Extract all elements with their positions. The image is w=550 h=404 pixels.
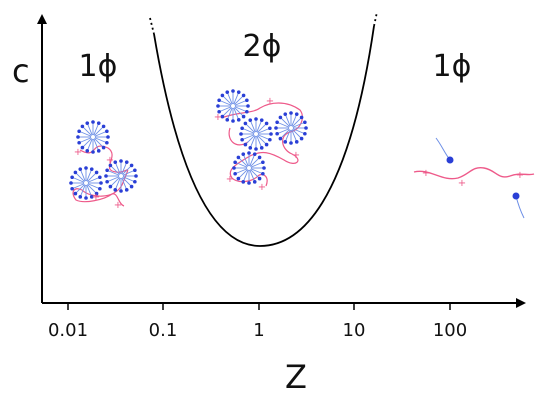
free-surfactant bbox=[435, 137, 454, 164]
charges-left: + + + + bbox=[74, 147, 122, 211]
phase-boundary-curve bbox=[153, 25, 375, 247]
polymer-charge: + bbox=[114, 200, 122, 211]
polymer-chain bbox=[72, 145, 129, 207]
surfactant-tail bbox=[515, 195, 525, 219]
polymer-charge: + bbox=[258, 182, 266, 193]
x-axis-label: Z bbox=[285, 358, 307, 396]
micelle bbox=[232, 151, 266, 185]
region-label-left: 1ϕ bbox=[79, 49, 118, 84]
micelle bbox=[239, 117, 273, 151]
micelles-left bbox=[69, 120, 138, 200]
region-label-right: 1ϕ bbox=[433, 49, 472, 84]
surfactant-head bbox=[512, 192, 520, 200]
micelle bbox=[274, 111, 308, 145]
phase-boundary-dotted-end bbox=[373, 11, 378, 27]
polymer-charge: + bbox=[458, 178, 466, 189]
polymer-charge: + bbox=[106, 155, 114, 166]
x-tick-marks bbox=[67, 303, 451, 310]
free-surfactant bbox=[512, 192, 525, 219]
micelle bbox=[76, 120, 110, 154]
region-label-middle: 2ϕ bbox=[243, 29, 282, 64]
micelle bbox=[216, 89, 250, 123]
micelles-middle bbox=[216, 89, 308, 185]
x-tick-label: 1 bbox=[253, 320, 264, 341]
surfactant-tail bbox=[435, 137, 451, 161]
charges-right: + + + bbox=[422, 168, 524, 189]
phase-boundary-dotted-end bbox=[149, 17, 155, 35]
x-tick-label: 0.01 bbox=[48, 320, 88, 341]
polymer-charge: + bbox=[516, 170, 524, 181]
polymer-charge: + bbox=[214, 112, 222, 123]
polymer-charge: + bbox=[266, 96, 274, 107]
x-tick-label: 0.1 bbox=[149, 320, 178, 341]
polymer-charge: + bbox=[74, 147, 82, 158]
polymer-charge: + bbox=[92, 192, 100, 203]
polymer-charge: + bbox=[422, 168, 430, 179]
free-polymer-chain bbox=[413, 166, 535, 180]
x-tick-label: 10 bbox=[343, 320, 366, 341]
micelle bbox=[104, 159, 138, 193]
x-tick-label: 100 bbox=[433, 320, 467, 341]
surfactant-head bbox=[446, 156, 454, 164]
micelle bbox=[69, 166, 103, 200]
charges-middle: + + + + + bbox=[214, 96, 300, 193]
polymer-charge: + bbox=[292, 150, 300, 161]
y-axis-label: c bbox=[12, 52, 30, 90]
polymer-charge: + bbox=[226, 174, 234, 185]
